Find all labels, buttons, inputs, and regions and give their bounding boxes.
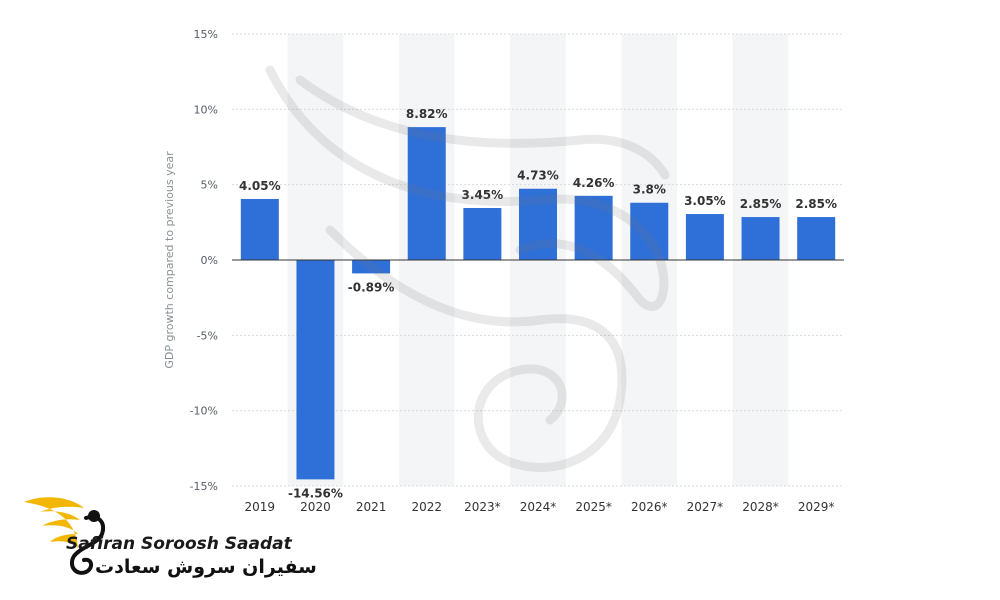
- bar: [519, 188, 557, 260]
- data-label: 4.26%: [573, 176, 615, 190]
- y-tick-label: 15%: [194, 28, 218, 41]
- x-category-label: 2029*: [798, 500, 835, 514]
- data-labels: 4.05% -14.56% -0.89% 8.82% 3.45% 4.73% 4.26% 3.…: [239, 107, 837, 500]
- bar: [741, 217, 780, 260]
- y-tick-label: 0%: [201, 254, 218, 267]
- y-tick-label: -15%: [190, 480, 218, 493]
- x-category-label: 2019: [245, 500, 276, 514]
- x-category-label: 2024*: [520, 500, 557, 514]
- data-label: 4.73%: [517, 169, 559, 183]
- x-axis-categories: 2019 2020 2021 2022 2023* 2024* 2025* 2026* 2027…: [245, 500, 835, 514]
- bars: [240, 127, 836, 480]
- brand-persian-name: سفیران سروش سعادت: [95, 556, 317, 578]
- golden-wing-icon: [24, 497, 84, 548]
- data-label: 2.85%: [795, 197, 837, 211]
- data-label: 3.45%: [462, 188, 504, 202]
- swan-mark-icon: [69, 515, 105, 575]
- bar: [463, 208, 502, 260]
- x-category-label: 2026*: [631, 500, 668, 514]
- y-tick-label: -10%: [190, 405, 218, 418]
- data-label: -0.89%: [348, 280, 395, 294]
- y-axis-ticks: 15% 10% 5% 0% -5% -10% -15%: [190, 28, 218, 493]
- x-category-label: 2023*: [464, 500, 501, 514]
- x-category-label: 2028*: [742, 500, 779, 514]
- bar: [240, 198, 279, 260]
- data-label: 3.8%: [633, 183, 666, 197]
- bar: [685, 214, 724, 260]
- y-axis-title: GDP growth compared to previous year: [163, 151, 176, 369]
- data-label: 4.05%: [239, 179, 281, 193]
- data-label: 2.85%: [740, 197, 782, 211]
- bar: [574, 195, 613, 260]
- y-tick-label: 10%: [194, 103, 218, 116]
- data-label: -14.56%: [288, 486, 343, 500]
- x-category-label: 2022: [411, 500, 442, 514]
- x-category-label: 2025*: [575, 500, 612, 514]
- y-tick-label: -5%: [197, 329, 218, 342]
- bar: [352, 260, 391, 274]
- bar: [630, 202, 669, 260]
- x-category-label: 2021: [356, 500, 387, 514]
- bar: [797, 217, 836, 260]
- x-category-label: 2027*: [687, 500, 724, 514]
- data-label: 3.05%: [684, 194, 726, 208]
- x-category-label: 2020: [300, 500, 331, 514]
- bar: [296, 260, 335, 480]
- swan-head-icon: [88, 510, 100, 522]
- data-label: 8.82%: [406, 107, 448, 121]
- bar: [407, 127, 446, 260]
- watermark-bird-graphic: [265, 65, 670, 472]
- y-tick-label: 5%: [201, 179, 218, 192]
- brand-latin-name: Safiran Soroosh Saadat: [66, 534, 292, 554]
- brand-logo: [24, 497, 105, 575]
